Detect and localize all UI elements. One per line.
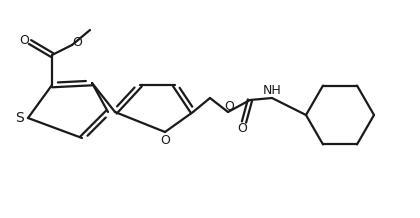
Text: O: O [160, 133, 170, 146]
Text: S: S [16, 111, 24, 125]
Text: O: O [224, 100, 234, 114]
Text: O: O [72, 36, 82, 48]
Text: NH: NH [262, 85, 281, 97]
Text: O: O [19, 34, 29, 48]
Text: O: O [237, 123, 247, 136]
